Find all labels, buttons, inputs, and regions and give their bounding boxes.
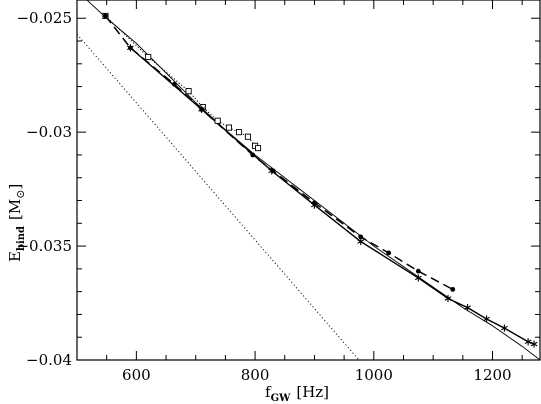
dot-marker [250,152,256,158]
star-marker [268,167,276,175]
dot-marker [103,13,108,19]
dot-marker [415,268,421,274]
x-axis-title-main: f [265,383,272,401]
star-marker [127,44,134,52]
y-tick-label: −0.04 [26,351,72,369]
series-line-dotted [77,33,360,360]
x-tick-label: 1200 [473,366,511,384]
square-marker [225,124,233,131]
y-axis-title-main: E [6,251,24,262]
star-marker [464,303,471,312]
dot-marker [386,250,392,256]
dot-marker [171,81,177,87]
dot-marker [450,286,456,292]
series-line-dotted-squares [105,15,259,149]
y-axis-title-unit-close: ] [6,184,24,190]
x-axis-title: fGW [Hz] [265,383,329,404]
star-marker [524,338,532,346]
star-marker [483,315,490,323]
plot-frame [76,0,541,361]
y-axis-title-unit-sub: ⊙ [14,190,27,199]
star-marker [198,105,206,113]
square-marker [235,129,243,136]
square-marker [214,117,221,124]
marker-layer [102,12,538,348]
square-marker [185,88,192,95]
x-tick-label: 600 [122,366,151,384]
square-marker [145,53,152,61]
x-axis-title-sub: GW [271,393,292,404]
y-tick-label: −0.03 [26,123,72,141]
star-marker [500,324,508,332]
dot-marker [358,234,364,240]
x-tick-label: 1000 [355,366,393,384]
y-axis-title-unit-open: [M [6,199,24,220]
y-tick-label: −0.025 [16,9,72,27]
x-tick-label: 800 [241,366,270,384]
star-marker [444,294,452,303]
star-marker [414,274,422,282]
square-marker [254,145,262,152]
star-marker [357,237,365,246]
y-axis-title-sub: bind [16,226,27,251]
series-line-dashed-dots [104,15,454,291]
star-marker [311,201,318,209]
tick-layer: 600 800 1000 1200 −0.025 −0.03 −0.035 −0.04 [16,0,540,384]
star-marker [530,340,538,348]
y-tick-label: −0.035 [16,237,72,255]
x-axis-title-unit: [Hz] [296,383,329,401]
series-line-solid-stars [129,47,535,345]
square-marker [244,133,252,140]
y-axis-title: Ebind [M⊙] [6,184,27,262]
